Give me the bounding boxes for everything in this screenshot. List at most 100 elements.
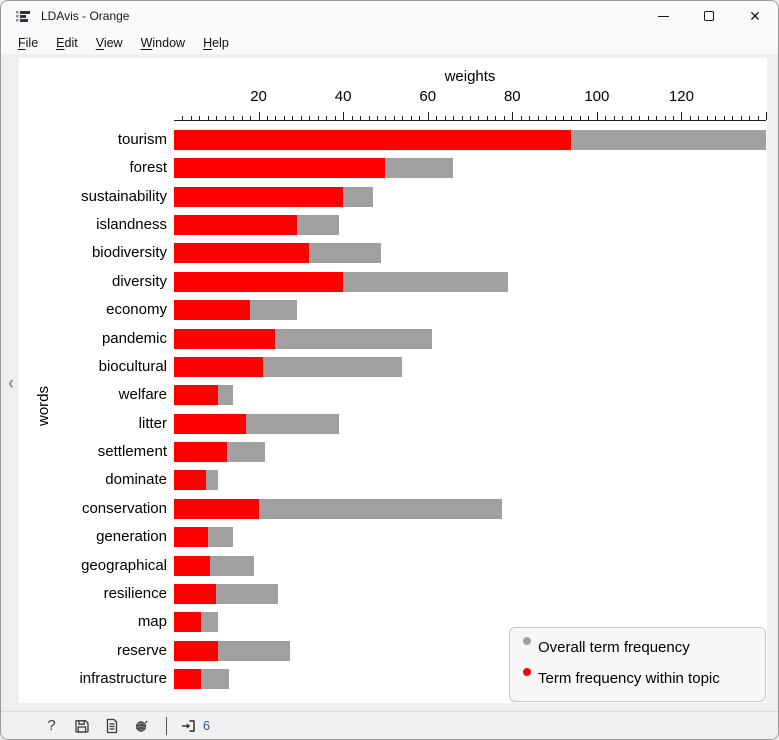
menu-view[interactable]: View bbox=[95, 35, 123, 50]
word-label: forest bbox=[129, 159, 167, 177]
topic-frequency-bar bbox=[174, 498, 259, 519]
axis-major-tick bbox=[766, 112, 767, 120]
topic-frequency-bar bbox=[174, 158, 386, 179]
axis-minor-tick bbox=[605, 116, 607, 120]
axis-minor-tick bbox=[571, 116, 573, 120]
maximize-button[interactable] bbox=[686, 1, 732, 31]
report-icon[interactable] bbox=[103, 717, 120, 734]
axis-minor-tick bbox=[444, 116, 446, 120]
minimize-button[interactable] bbox=[640, 1, 686, 31]
axis-major-tick bbox=[258, 112, 260, 120]
axis-minor-tick bbox=[233, 116, 235, 120]
axis-minor-tick bbox=[656, 116, 658, 120]
topic-frequency-bar bbox=[174, 555, 210, 576]
axis-minor-tick bbox=[275, 116, 277, 120]
menu-edit[interactable]: Edit bbox=[56, 35, 78, 50]
axis-minor-tick bbox=[478, 116, 480, 120]
axis-minor-tick bbox=[529, 116, 531, 120]
axis-minor-tick bbox=[698, 116, 700, 120]
menu-file[interactable]: File bbox=[18, 35, 39, 50]
axis-tick-label: 100 bbox=[584, 88, 610, 105]
statusbar-separator bbox=[166, 716, 167, 735]
x-axis-title: weights bbox=[444, 68, 496, 85]
topic-frequency-bar bbox=[174, 271, 344, 292]
axis-minor-tick bbox=[453, 116, 455, 120]
axis-minor-tick bbox=[283, 116, 285, 120]
axis-minor-tick bbox=[664, 116, 666, 120]
topic-frequency-bar bbox=[174, 328, 276, 349]
axis-minor-tick bbox=[292, 116, 294, 120]
bar-row: welfare bbox=[19, 385, 767, 406]
title-bar[interactable]: LDAvis - Orange ✕ bbox=[1, 1, 778, 31]
word-label: welfare bbox=[118, 386, 167, 404]
axis-minor-tick bbox=[385, 116, 387, 120]
save-icon[interactable] bbox=[73, 717, 90, 734]
axis-minor-tick bbox=[207, 116, 209, 120]
word-label: map bbox=[137, 613, 167, 631]
axis-minor-tick bbox=[309, 116, 311, 120]
axis-minor-tick bbox=[402, 116, 404, 120]
bar-row: islandness bbox=[19, 215, 767, 236]
axis-minor-tick bbox=[749, 116, 751, 120]
axis-minor-tick bbox=[376, 116, 378, 120]
topic-frequency-bar bbox=[174, 186, 344, 207]
topic-frequency-bar bbox=[174, 583, 217, 604]
menu-icon[interactable] bbox=[13, 717, 30, 734]
topic-frequency-bar bbox=[174, 527, 208, 548]
legend-box[interactable]: Overall term frequency Term frequency wi… bbox=[509, 627, 766, 702]
basket-icon[interactable] bbox=[133, 717, 150, 734]
axis-minor-tick bbox=[563, 116, 565, 120]
word-label: infrastructure bbox=[79, 670, 167, 688]
axis-major-tick bbox=[343, 112, 345, 120]
legend-entry-overall: Overall term frequency bbox=[520, 637, 755, 659]
close-button[interactable]: ✕ bbox=[732, 1, 778, 31]
axis-minor-tick bbox=[740, 116, 742, 120]
topic-frequency-bar bbox=[174, 442, 227, 463]
axis-minor-tick bbox=[757, 116, 759, 120]
axis-minor-tick bbox=[250, 116, 252, 120]
menu-window[interactable]: Window bbox=[140, 35, 186, 50]
bar-rows: tourism forest sustainability islandness bio… bbox=[19, 130, 767, 690]
axis-minor-tick bbox=[672, 116, 674, 120]
topic-frequency-bar bbox=[174, 669, 202, 690]
gray-dot-icon bbox=[523, 637, 531, 645]
word-label: generation bbox=[96, 528, 167, 546]
legend-label-overall: Overall term frequency bbox=[538, 639, 690, 656]
bar-row: settlement bbox=[19, 442, 767, 463]
axis-minor-tick bbox=[503, 116, 505, 120]
bar-row: forest bbox=[19, 158, 767, 179]
word-label: pandemic bbox=[101, 329, 167, 347]
bar-row: reserve bbox=[19, 640, 767, 661]
axis-minor-tick bbox=[647, 116, 649, 120]
axis-minor-tick bbox=[520, 116, 522, 120]
bar-row: infrastructure bbox=[19, 669, 767, 690]
topic-frequency-bar bbox=[174, 215, 297, 236]
bar-row: pandemic bbox=[19, 328, 767, 349]
bar-row: tourism bbox=[19, 130, 767, 150]
menu-help[interactable]: Help bbox=[203, 35, 229, 50]
axis-minor-tick bbox=[613, 116, 615, 120]
axis-minor-tick bbox=[723, 116, 725, 120]
collapse-sidebar-chevron-icon[interactable]: ‹ bbox=[7, 373, 15, 394]
input-count: 6 bbox=[203, 718, 210, 733]
axis-minor-tick bbox=[190, 116, 192, 120]
maximize-icon bbox=[704, 11, 714, 21]
word-label: economy bbox=[106, 301, 167, 319]
axis-minor-tick bbox=[436, 116, 438, 120]
ldavis-app-icon bbox=[16, 11, 30, 22]
word-label: islandness bbox=[96, 216, 167, 234]
axis-minor-tick bbox=[689, 116, 691, 120]
input-summary[interactable]: 6 bbox=[180, 718, 210, 734]
bar-row: dominate bbox=[19, 470, 767, 491]
plot-canvas[interactable]: weights 20 40 60 80 100 120 words tourism fore… bbox=[19, 58, 767, 703]
bar-row: conservation bbox=[19, 498, 767, 519]
help-icon[interactable]: ? bbox=[47, 717, 56, 734]
bar-row: map bbox=[19, 612, 767, 633]
axis-minor-tick bbox=[360, 116, 362, 120]
topic-frequency-bar bbox=[174, 612, 202, 633]
topic-frequency-bar bbox=[174, 413, 246, 434]
bar-row: biodiversity bbox=[19, 243, 767, 264]
input-arrow-icon bbox=[182, 719, 195, 732]
topic-frequency-bar bbox=[174, 243, 310, 264]
axis-minor-tick bbox=[317, 116, 319, 120]
